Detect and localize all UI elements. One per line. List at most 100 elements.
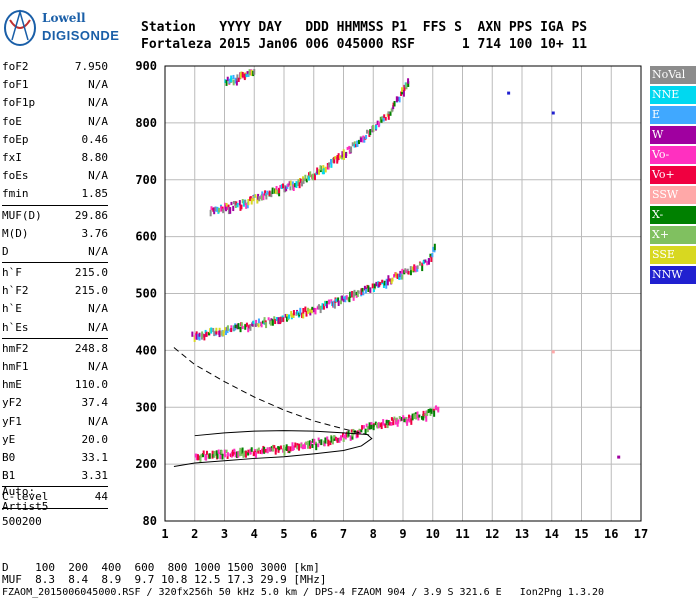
trace-point xyxy=(407,414,410,421)
trace-point xyxy=(304,306,307,312)
x-tick-label: 12 xyxy=(485,527,499,541)
trace-point xyxy=(285,313,288,319)
trace-point xyxy=(224,327,227,334)
param-hme: hmE 110.0 xyxy=(2,376,108,394)
trace-point xyxy=(353,289,356,297)
trace-point xyxy=(399,417,402,422)
trace-point xyxy=(416,265,419,269)
isolated-echo xyxy=(551,350,555,354)
trace-point xyxy=(202,453,205,458)
trace-point xyxy=(345,152,348,158)
isolated-echo xyxy=(551,111,555,115)
trace-point xyxy=(278,187,281,194)
param-hmf1: hmF1 N/A xyxy=(2,358,108,376)
param-yf2: yF2 37.4 xyxy=(2,394,108,412)
param-name: MUF(D) xyxy=(2,208,42,222)
trace-point xyxy=(302,312,305,319)
trace-point xyxy=(352,428,355,436)
trace-point xyxy=(401,87,404,93)
trace-point xyxy=(273,445,276,449)
trace-point xyxy=(337,153,340,161)
trace-point xyxy=(414,265,417,273)
footer-file-info: FZAOM_2015006045000.RSF / 320fx256h 50 k… xyxy=(2,587,605,598)
legend-w: W xyxy=(650,126,696,144)
trace-point xyxy=(287,183,290,187)
trace-point xyxy=(430,408,433,414)
trace-point xyxy=(335,298,338,302)
trace-point xyxy=(302,178,305,184)
param-name: yE xyxy=(2,432,16,446)
trace-point xyxy=(391,277,394,282)
trace-point xyxy=(359,137,362,143)
trace-point xyxy=(287,446,290,453)
trace-point xyxy=(252,451,255,456)
param-name: D xyxy=(2,244,9,258)
trace-point xyxy=(393,101,396,107)
param-b0: B0 33.1 xyxy=(2,449,108,467)
x-tick-label: 13 xyxy=(515,527,529,541)
trace-point xyxy=(416,411,419,419)
trace-point xyxy=(301,444,304,450)
trace-point xyxy=(342,436,345,442)
trace-point xyxy=(362,425,365,429)
param-value: 110.0 xyxy=(74,378,108,392)
trace-point xyxy=(241,71,244,78)
trace-point xyxy=(208,453,211,459)
trace-point xyxy=(350,146,353,153)
param-name: fxI xyxy=(2,150,22,164)
trace-point xyxy=(375,125,378,130)
trace-point xyxy=(252,70,255,77)
trace-point xyxy=(380,116,383,123)
x-tick-label: 3 xyxy=(221,527,228,541)
trace-point xyxy=(410,415,413,422)
trace-point xyxy=(247,325,250,333)
trace-point xyxy=(277,446,280,450)
trace-point xyxy=(385,420,388,426)
trace-point xyxy=(419,262,422,266)
trace-point xyxy=(390,417,393,421)
trace-point xyxy=(346,146,349,150)
trace-point xyxy=(245,202,248,209)
trace-point xyxy=(337,297,340,303)
param-name: M(D) xyxy=(2,226,29,240)
trace-point xyxy=(298,312,301,317)
topside-profile xyxy=(173,347,372,437)
trace-point xyxy=(319,305,322,309)
trace-point xyxy=(213,331,216,337)
trace-point xyxy=(263,446,266,454)
trace-point xyxy=(403,270,406,275)
trace-point xyxy=(313,438,316,445)
param-value: 33.1 xyxy=(81,450,109,464)
legend-ssw: SSW xyxy=(650,186,696,204)
trace-point xyxy=(355,293,358,298)
trace-point xyxy=(396,96,399,102)
trace-point xyxy=(292,445,295,451)
trace-point xyxy=(400,417,403,421)
trace-point xyxy=(348,149,351,154)
x-tick-label: 11 xyxy=(455,527,469,541)
param-name: B0 xyxy=(2,450,16,464)
trace-point xyxy=(433,410,436,417)
trace-point xyxy=(364,428,367,435)
trace-point xyxy=(434,405,437,410)
trace-point xyxy=(427,408,430,414)
trace-point xyxy=(247,449,250,453)
trace-point xyxy=(259,449,262,454)
digisonde-logo-icon xyxy=(4,9,36,46)
trace-point xyxy=(202,450,205,455)
trace-point xyxy=(307,175,310,181)
trace-point xyxy=(289,180,292,186)
trace-point xyxy=(357,290,360,294)
trace-point xyxy=(377,422,380,429)
trace-point xyxy=(323,441,326,447)
trace-point xyxy=(395,96,398,103)
trace-point xyxy=(245,73,248,78)
isolated-echo xyxy=(617,455,621,459)
trace-point xyxy=(266,190,269,195)
y-tick-label: 600 xyxy=(135,230,157,244)
trace-point xyxy=(276,189,279,195)
trace-point xyxy=(203,334,206,341)
trace-point xyxy=(365,129,368,134)
x-tick-label: 16 xyxy=(604,527,618,541)
legend-noval: NoVal xyxy=(650,66,696,84)
